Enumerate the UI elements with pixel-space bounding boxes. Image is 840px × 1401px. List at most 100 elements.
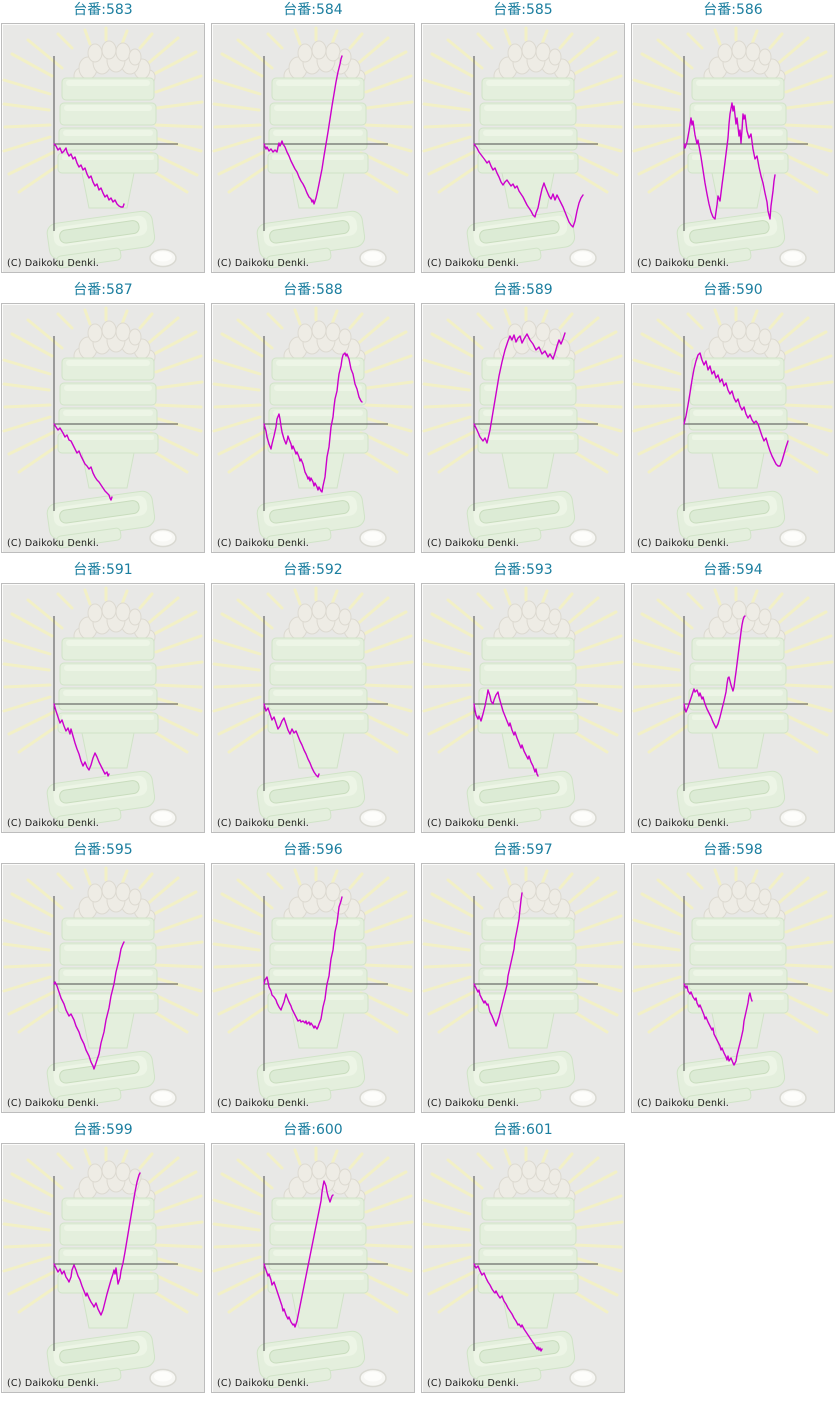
watermark-dorubako-stack xyxy=(422,586,624,831)
machine-chart-cell: 台番:597 (C) Daikoku Denki. xyxy=(421,840,625,1113)
slump-graph-panel: (C) Daikoku Denki. xyxy=(211,863,415,1113)
slump-graph-panel: (C) Daikoku Denki. xyxy=(1,863,205,1113)
slump-graph xyxy=(422,306,624,551)
copyright-label: (C) Daikoku Denki. xyxy=(637,538,730,549)
slump-line xyxy=(263,1180,334,1328)
machine-chart-cell: 台番:598 (C) Daikoku Denki. xyxy=(631,840,835,1113)
slump-line xyxy=(473,1263,543,1352)
slump-line xyxy=(473,892,523,1027)
machine-title[interactable]: 台番:591 xyxy=(73,562,133,578)
copyright-label: (C) Daikoku Denki. xyxy=(217,818,310,829)
watermark-dorubako-stack xyxy=(2,26,204,271)
copyright-label: (C) Daikoku Denki. xyxy=(637,1098,730,1109)
slump-line xyxy=(263,55,343,205)
slump-line xyxy=(53,1172,141,1316)
watermark-dorubako-stack xyxy=(2,866,204,1111)
copyright-label: (C) Daikoku Denki. xyxy=(427,1098,520,1109)
watermark-dorubako-stack xyxy=(422,306,624,551)
slump-graph xyxy=(422,26,624,271)
watermark-dorubako-stack xyxy=(212,866,414,1111)
watermark-dorubako-stack xyxy=(422,866,624,1111)
machine-title[interactable]: 台番:594 xyxy=(703,562,763,578)
machine-title[interactable]: 台番:590 xyxy=(703,282,763,298)
slump-line xyxy=(263,703,320,778)
slump-graph-panel: (C) Daikoku Denki. xyxy=(421,583,625,833)
machine-chart-cell: 台番:600 (C) Daikoku Denki. xyxy=(211,1120,415,1393)
copyright-label: (C) Daikoku Denki. xyxy=(427,258,520,269)
slump-graph xyxy=(2,1146,204,1391)
slump-graph xyxy=(2,586,204,831)
copyright-label: (C) Daikoku Denki. xyxy=(7,818,100,829)
machine-title[interactable]: 台番:592 xyxy=(283,562,343,578)
slump-graph xyxy=(212,586,414,831)
slump-line xyxy=(263,352,363,493)
machine-chart-cell: 台番:584 (C) Daikoku Denki. xyxy=(211,0,415,273)
slump-graph-panel: (C) Daikoku Denki. xyxy=(421,863,625,1113)
watermark-dorubako-stack xyxy=(2,586,204,831)
slump-graph xyxy=(2,306,204,551)
slump-graph xyxy=(422,866,624,1111)
slump-line xyxy=(683,983,753,1066)
slump-graph-panel: (C) Daikoku Denki. xyxy=(421,1143,625,1393)
slump-graph-panel: (C) Daikoku Denki. xyxy=(211,303,415,553)
machine-title[interactable]: 台番:586 xyxy=(703,2,763,18)
machine-title[interactable]: 台番:596 xyxy=(283,842,343,858)
machine-chart-cell: 台番:599 (C) Daikoku Denki. xyxy=(1,1120,205,1393)
watermark-dorubako-stack xyxy=(212,306,414,551)
watermark-dorubako-stack xyxy=(632,586,834,831)
machine-title[interactable]: 台番:593 xyxy=(493,562,553,578)
slump-graph-panel: (C) Daikoku Denki. xyxy=(211,23,415,273)
slump-graph xyxy=(632,306,834,551)
watermark-dorubako-stack xyxy=(212,26,414,271)
copyright-label: (C) Daikoku Denki. xyxy=(217,258,310,269)
slump-line xyxy=(473,332,566,444)
slump-graph-panel: (C) Daikoku Denki. xyxy=(631,863,835,1113)
slump-graph xyxy=(632,586,834,831)
machine-title[interactable]: 台番:598 xyxy=(703,842,763,858)
machine-title[interactable]: 台番:601 xyxy=(493,1122,553,1138)
slump-line xyxy=(263,896,343,1030)
copyright-label: (C) Daikoku Denki. xyxy=(7,1098,100,1109)
machine-title[interactable]: 台番:599 xyxy=(73,1122,133,1138)
machine-chart-cell: 台番:593 (C) Daikoku Denki. xyxy=(421,560,625,833)
slump-line xyxy=(473,143,584,228)
machine-title[interactable]: 台番:597 xyxy=(493,842,553,858)
slump-graph xyxy=(632,26,834,271)
copyright-label: (C) Daikoku Denki. xyxy=(217,1378,310,1389)
machine-title[interactable]: 台番:589 xyxy=(493,282,553,298)
copyright-label: (C) Daikoku Denki. xyxy=(637,258,730,269)
machine-chart-cell: 台番:595 (C) Daikoku Denki. xyxy=(1,840,205,1113)
copyright-label: (C) Daikoku Denki. xyxy=(427,1378,520,1389)
slump-line xyxy=(53,423,113,501)
slump-graph xyxy=(422,586,624,831)
watermark-dorubako-stack xyxy=(2,1146,204,1391)
watermark-dorubako-stack xyxy=(212,586,414,831)
machine-chart-cell: 台番:586 (C) Daikoku Denki. xyxy=(631,0,835,273)
machine-title[interactable]: 台番:584 xyxy=(283,2,343,18)
slump-graph xyxy=(2,866,204,1111)
slump-graph xyxy=(632,866,834,1111)
slump-graph xyxy=(212,306,414,551)
watermark-dorubako-stack xyxy=(422,1146,624,1391)
machine-title[interactable]: 台番:583 xyxy=(73,2,133,18)
slump-graph-panel: (C) Daikoku Denki. xyxy=(211,1143,415,1393)
machine-title[interactable]: 台番:600 xyxy=(283,1122,343,1138)
watermark-dorubako-stack xyxy=(632,26,834,271)
watermark-dorubako-stack xyxy=(632,866,834,1111)
slump-line xyxy=(53,703,110,777)
watermark-dorubako-stack xyxy=(212,1146,414,1391)
machine-title[interactable]: 台番:585 xyxy=(493,2,553,18)
machine-title[interactable]: 台番:595 xyxy=(73,842,133,858)
copyright-label: (C) Daikoku Denki. xyxy=(637,818,730,829)
machine-chart-cell: 台番:592 (C) Daikoku Denki. xyxy=(211,560,415,833)
slump-graph-panel: (C) Daikoku Denki. xyxy=(631,583,835,833)
slump-graph-panel: (C) Daikoku Denki. xyxy=(421,23,625,273)
watermark-dorubako-stack xyxy=(632,306,834,551)
slump-graph xyxy=(422,1146,624,1391)
machine-title[interactable]: 台番:587 xyxy=(73,282,133,298)
slump-graph-panel: (C) Daikoku Denki. xyxy=(421,303,625,553)
machine-chart-cell: 台番:589 (C) Daikoku Denki. xyxy=(421,280,625,553)
slump-graph-panel: (C) Daikoku Denki. xyxy=(631,303,835,553)
machine-title[interactable]: 台番:588 xyxy=(283,282,343,298)
